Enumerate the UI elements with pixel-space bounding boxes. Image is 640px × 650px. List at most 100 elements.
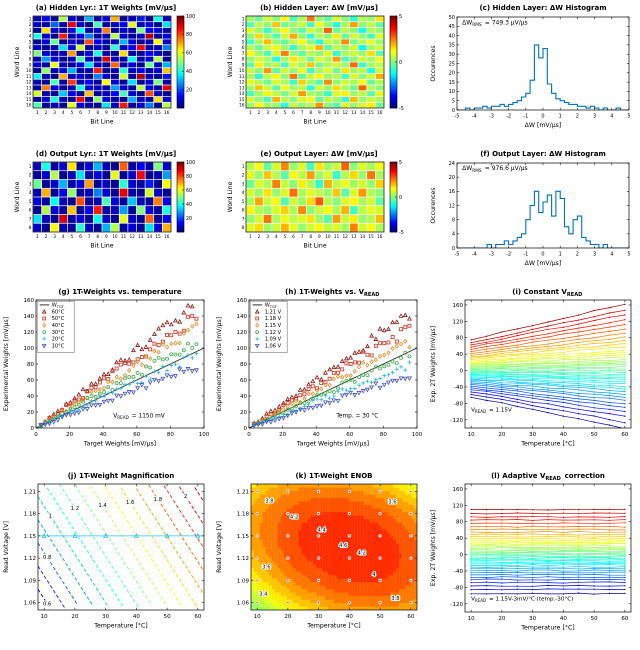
svg-text:20: 20 bbox=[66, 432, 73, 438]
svg-text:1.12 V: 1.12 V bbox=[265, 330, 282, 336]
svg-text:(g) 1T-Weights vs. temperature: (g) 1T-Weights vs. temperature bbox=[58, 288, 182, 296]
svg-text:Experimental Weights [mV/μs]: Experimental Weights [mV/μs] bbox=[216, 317, 223, 411]
svg-text:2: 2 bbox=[29, 22, 32, 28]
svg-text:(c) Hidden Layer: ΔW Histogram: (c) Hidden Layer: ΔW Histogram bbox=[479, 4, 606, 12]
svg-text:Occurences: Occurences bbox=[430, 45, 437, 81]
svg-text:1: 1 bbox=[36, 110, 39, 116]
panel-e: 1 2 3 4 5 6 7 8 9 10 11 12 13 14 15 16 1 2 3 4 5 6 7 8 (e) Outpu… bbox=[213, 146, 427, 284]
svg-text:4.2: 4.2 bbox=[357, 551, 365, 557]
svg-text:VREAD = 1.15V: VREAD = 1.15V bbox=[471, 408, 512, 415]
svg-text:1.09 V: 1.09 V bbox=[265, 337, 282, 343]
svg-text:1.4: 1.4 bbox=[98, 503, 107, 509]
svg-text:WTGT.: WTGT. bbox=[52, 303, 66, 309]
svg-text:14: 14 bbox=[147, 110, 153, 116]
svg-text:(i) Constant VREAD: (i) Constant VREAD bbox=[512, 288, 583, 298]
svg-text:1.12: 1.12 bbox=[24, 556, 36, 562]
svg-text:60: 60 bbox=[186, 188, 192, 194]
svg-text:Read Voltage [V]: Read Voltage [V] bbox=[3, 521, 10, 573]
svg-text:60: 60 bbox=[346, 432, 353, 438]
svg-text:0: 0 bbox=[244, 426, 248, 432]
svg-text:20: 20 bbox=[186, 216, 192, 222]
svg-text:25: 25 bbox=[449, 61, 455, 67]
svg-text:1: 1 bbox=[29, 164, 32, 170]
svg-text:30: 30 bbox=[449, 52, 455, 58]
svg-text:3: 3 bbox=[266, 234, 269, 240]
svg-text:50: 50 bbox=[591, 432, 598, 438]
svg-text:40: 40 bbox=[133, 614, 140, 620]
svg-text:6: 6 bbox=[242, 45, 245, 51]
svg-text:5: 5 bbox=[70, 110, 73, 116]
svg-text:16: 16 bbox=[164, 110, 170, 116]
svg-text:100: 100 bbox=[186, 14, 195, 20]
svg-text:50: 50 bbox=[377, 614, 384, 620]
svg-text:4.2: 4.2 bbox=[290, 514, 298, 520]
svg-text:11: 11 bbox=[334, 110, 340, 116]
svg-text:13: 13 bbox=[351, 110, 357, 116]
svg-text:60: 60 bbox=[621, 432, 628, 438]
svg-text:1.12: 1.12 bbox=[237, 556, 249, 562]
svg-text:12: 12 bbox=[342, 110, 348, 116]
svg-text:4: 4 bbox=[242, 34, 245, 40]
svg-text:5: 5 bbox=[283, 110, 286, 116]
svg-text:10°C: 10°C bbox=[52, 343, 65, 349]
svg-text:40: 40 bbox=[449, 33, 455, 39]
svg-text:13: 13 bbox=[351, 234, 357, 240]
svg-text:0: 0 bbox=[541, 114, 544, 120]
svg-text:1: 1 bbox=[49, 514, 52, 520]
svg-text:10: 10 bbox=[325, 110, 331, 116]
svg-text:3.8: 3.8 bbox=[265, 499, 274, 505]
svg-text:5: 5 bbox=[399, 160, 402, 166]
svg-text:-2: -2 bbox=[506, 252, 511, 258]
svg-text:4: 4 bbox=[29, 190, 32, 196]
chart-enob-contourf: 10 20 30 40 50 60 1.06 1.09 1.12 1.15 1.18 1.21 (k) … bbox=[216, 472, 418, 630]
svg-text:10: 10 bbox=[325, 234, 331, 240]
svg-text:30: 30 bbox=[529, 432, 536, 438]
svg-text:140: 140 bbox=[24, 314, 35, 320]
svg-text:12: 12 bbox=[26, 80, 32, 86]
svg-text:-4: -4 bbox=[472, 252, 477, 258]
chart-magnification-contour: 10 20 30 40 50 601.061.091.121.151.181.21(j) … bbox=[3, 472, 205, 630]
svg-text:2: 2 bbox=[242, 22, 245, 28]
chart-hidden-dw-histogram: -5 -4 -3 -2 -1 0 1 2 3 4 505101520253035404550(c) … bbox=[430, 4, 631, 129]
panel-l: 10 20 30 40 50 60 -120 -80 -40 0 40 80 120 160 (l) Ada… bbox=[427, 468, 640, 650]
svg-text:Word Line: Word Line bbox=[227, 46, 234, 77]
svg-text:3.8: 3.8 bbox=[391, 596, 400, 602]
svg-text:5: 5 bbox=[627, 252, 630, 258]
svg-text:ΔWRMS = 976.6 μV/μs: ΔWRMS = 976.6 μV/μs bbox=[462, 165, 528, 174]
svg-text:0: 0 bbox=[452, 246, 455, 252]
svg-text:4: 4 bbox=[452, 232, 455, 238]
svg-text:3: 3 bbox=[593, 114, 596, 120]
svg-text:Temp. = 30 °C: Temp. = 30 °C bbox=[335, 414, 378, 420]
svg-text:14: 14 bbox=[26, 91, 32, 97]
svg-text:15: 15 bbox=[368, 234, 374, 240]
svg-text:4: 4 bbox=[610, 114, 613, 120]
svg-text:Bit Line: Bit Line bbox=[303, 243, 326, 250]
svg-text:-2: -2 bbox=[506, 114, 511, 120]
svg-text:1: 1 bbox=[242, 164, 245, 170]
svg-text:160: 160 bbox=[24, 298, 35, 304]
svg-text:1: 1 bbox=[29, 16, 32, 22]
svg-text:2: 2 bbox=[576, 114, 579, 120]
svg-text:14: 14 bbox=[239, 91, 245, 97]
svg-text:5: 5 bbox=[70, 234, 73, 240]
panel-b: 1 2 3 4 5 6 7 8 9 10 11 12 13 14 15 16 1 2 3 4 5 6 7 8 9 10 11 12 13… bbox=[213, 0, 427, 146]
svg-text:7: 7 bbox=[29, 51, 32, 57]
svg-text:12: 12 bbox=[239, 80, 245, 86]
svg-text:4: 4 bbox=[29, 34, 32, 40]
svg-text:3: 3 bbox=[53, 234, 56, 240]
svg-text:50: 50 bbox=[164, 614, 171, 620]
svg-text:1: 1 bbox=[249, 110, 252, 116]
svg-text:14: 14 bbox=[360, 234, 366, 240]
svg-text:13: 13 bbox=[26, 85, 32, 91]
svg-text:40: 40 bbox=[346, 614, 353, 620]
svg-text:7: 7 bbox=[242, 216, 245, 222]
svg-text:20: 20 bbox=[279, 432, 286, 438]
svg-text:35: 35 bbox=[449, 43, 455, 49]
svg-text:WTGT.: WTGT. bbox=[265, 303, 279, 309]
svg-text:30°C: 30°C bbox=[52, 330, 65, 336]
svg-text:Target Weights [mV/μs]: Target Weights [mV/μs] bbox=[296, 441, 369, 448]
svg-text:80: 80 bbox=[380, 432, 387, 438]
svg-text:11: 11 bbox=[121, 234, 127, 240]
